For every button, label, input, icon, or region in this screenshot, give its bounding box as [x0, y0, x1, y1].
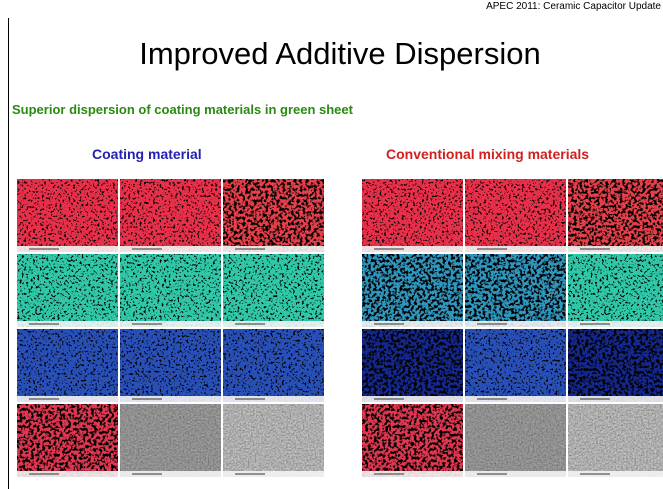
- micrograph-texture: [465, 404, 566, 477]
- micrograph-speckle: [120, 329, 221, 402]
- micrograph-speckle: [568, 254, 663, 327]
- micrograph-speckle: [223, 179, 324, 252]
- micrograph-speckle: [120, 254, 221, 327]
- micrograph-speckle: [120, 179, 221, 252]
- micrograph-speckle: [17, 404, 118, 477]
- micrograph-speckle: [465, 179, 566, 252]
- micrograph-grids: [0, 0, 663, 489]
- slide: APEC 2011: Ceramic Capacitor Update Impr…: [0, 0, 663, 489]
- micrograph-texture: [223, 404, 324, 477]
- micrograph-speckle: [568, 179, 663, 252]
- micrograph-speckle: [223, 329, 324, 402]
- micrograph-speckle: [568, 329, 663, 402]
- micrograph-texture: [120, 404, 221, 477]
- micrograph-speckle: [362, 404, 463, 477]
- micrograph-speckle: [223, 254, 324, 327]
- micrograph-speckle: [17, 329, 118, 402]
- micrograph-speckle: [17, 254, 118, 327]
- micrograph-speckle: [362, 329, 463, 402]
- micrograph-speckle: [465, 329, 566, 402]
- micrograph-texture: [568, 404, 663, 477]
- micrograph-speckle: [362, 179, 463, 252]
- micrograph-speckle: [362, 254, 463, 327]
- micrograph-speckle: [17, 179, 118, 252]
- micrograph-speckle: [465, 254, 566, 327]
